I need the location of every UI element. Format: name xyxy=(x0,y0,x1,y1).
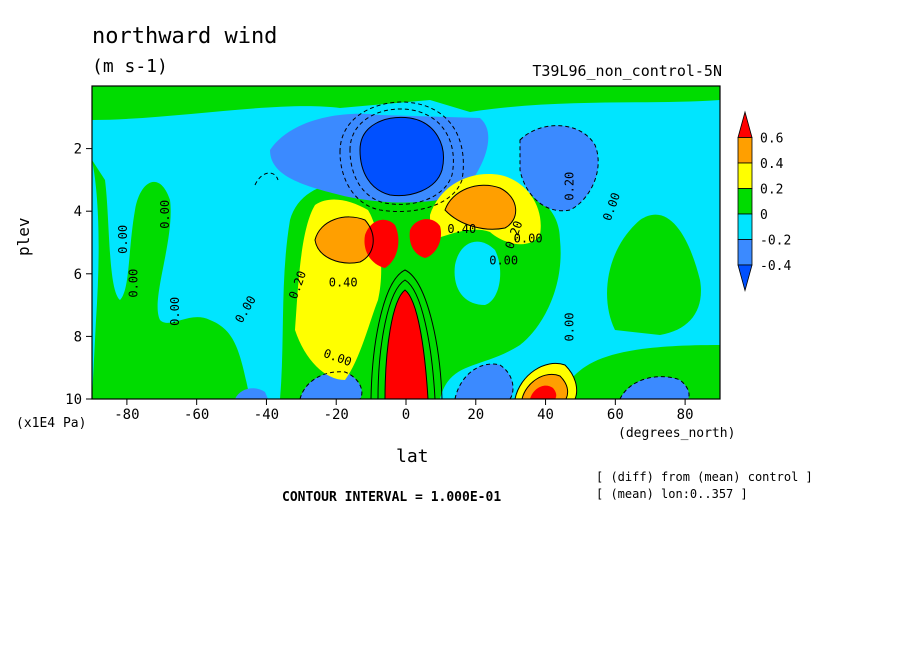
x-ticks: -80 -60 -40 -20 0 20 40 60 80 xyxy=(114,399,694,423)
y-axis-unit: (x1E4 Pa) xyxy=(16,416,87,431)
contour-label: 0.20 xyxy=(562,172,576,201)
y-tick-label: 10 xyxy=(65,392,82,408)
x-tick-label: 60 xyxy=(607,407,624,423)
fill-red-right-blob xyxy=(409,219,442,258)
colorbar-label: 0 xyxy=(760,208,768,223)
chart-units: (m s-1) xyxy=(92,56,168,77)
fill-blue-bottom-sw xyxy=(235,388,268,399)
y-tick-label: 6 xyxy=(74,267,82,283)
fill-green-right2 xyxy=(607,214,701,335)
x-tick-label: 80 xyxy=(677,407,694,423)
x-tick-label: 0 xyxy=(402,407,410,423)
y-ticks: 2 4 6 8 10 xyxy=(65,142,92,408)
fill-orange-right xyxy=(445,185,516,230)
fill-blue-topright xyxy=(520,125,599,211)
fill-blue-bottom-left xyxy=(300,371,362,399)
fill-red-bottom xyxy=(530,385,557,399)
contour-fills xyxy=(92,86,720,399)
colorbar-swatch xyxy=(737,213,753,240)
contour-lines xyxy=(254,101,690,399)
colorbar-label: -0.4 xyxy=(760,259,791,274)
contour-label: 0.40 xyxy=(447,222,476,236)
contour-label: 0.00 xyxy=(158,200,172,229)
y-tick-label: 2 xyxy=(74,142,82,158)
x-tick-label: -80 xyxy=(114,407,139,423)
fill-deepblue-core xyxy=(360,117,444,196)
contour-label: 0.00 xyxy=(514,232,543,246)
fill-red-left-blob xyxy=(364,219,399,268)
x-tick-label: -20 xyxy=(324,407,349,423)
note-mean: [ (mean) lon:0..357 ] xyxy=(596,487,748,501)
colorbar-label: 0.4 xyxy=(760,157,784,172)
x-tick-label: -40 xyxy=(254,407,279,423)
colorbar-swatch xyxy=(737,137,753,164)
x-tick-label: 20 xyxy=(467,407,484,423)
colorbar-arrow-bottom xyxy=(737,264,753,293)
x-axis-unit: (degrees_north) xyxy=(618,426,736,441)
y-tick-label: 4 xyxy=(74,204,82,220)
colorbar-label: 0.2 xyxy=(760,183,783,198)
note-diff: [ (diff) from (mean) control ] xyxy=(596,470,813,484)
fill-cyan-hole xyxy=(454,241,501,305)
colorbar-label: 0.6 xyxy=(760,132,783,147)
colorbar-arrow-top xyxy=(737,110,753,138)
fill-orange-left xyxy=(315,216,374,264)
x-tick-label: 40 xyxy=(537,407,554,423)
x-tick-label: -60 xyxy=(184,407,209,423)
contour-label: 0.40 xyxy=(329,275,358,289)
chart-title: northward wind xyxy=(92,24,278,49)
colorbar-swatch xyxy=(737,239,753,266)
x-axis-label: lat xyxy=(396,446,429,467)
colorbar: 0.6 0.4 0.2 0 -0.2 -0.4 xyxy=(737,110,791,293)
contour-label: 0.00 xyxy=(489,253,518,267)
colorbar-label: -0.2 xyxy=(760,234,791,249)
contour-interval: CONTOUR INTERVAL = 1.000E-01 xyxy=(282,490,502,505)
run-label: T39L96_non_control-5N xyxy=(532,62,722,80)
contour-label: 0.00 xyxy=(126,269,140,298)
contour-label: 0.00 xyxy=(168,297,182,326)
fill-green-top xyxy=(92,86,720,120)
fill-blue-bottom-right xyxy=(455,364,513,399)
y-tick-label: 8 xyxy=(74,329,82,345)
contour-label: 0.00 xyxy=(562,313,576,342)
contour-label: 0.00 xyxy=(116,225,130,254)
fill-green-left xyxy=(92,160,250,399)
colorbar-swatch xyxy=(737,188,753,215)
colorbar-swatch xyxy=(737,162,753,189)
